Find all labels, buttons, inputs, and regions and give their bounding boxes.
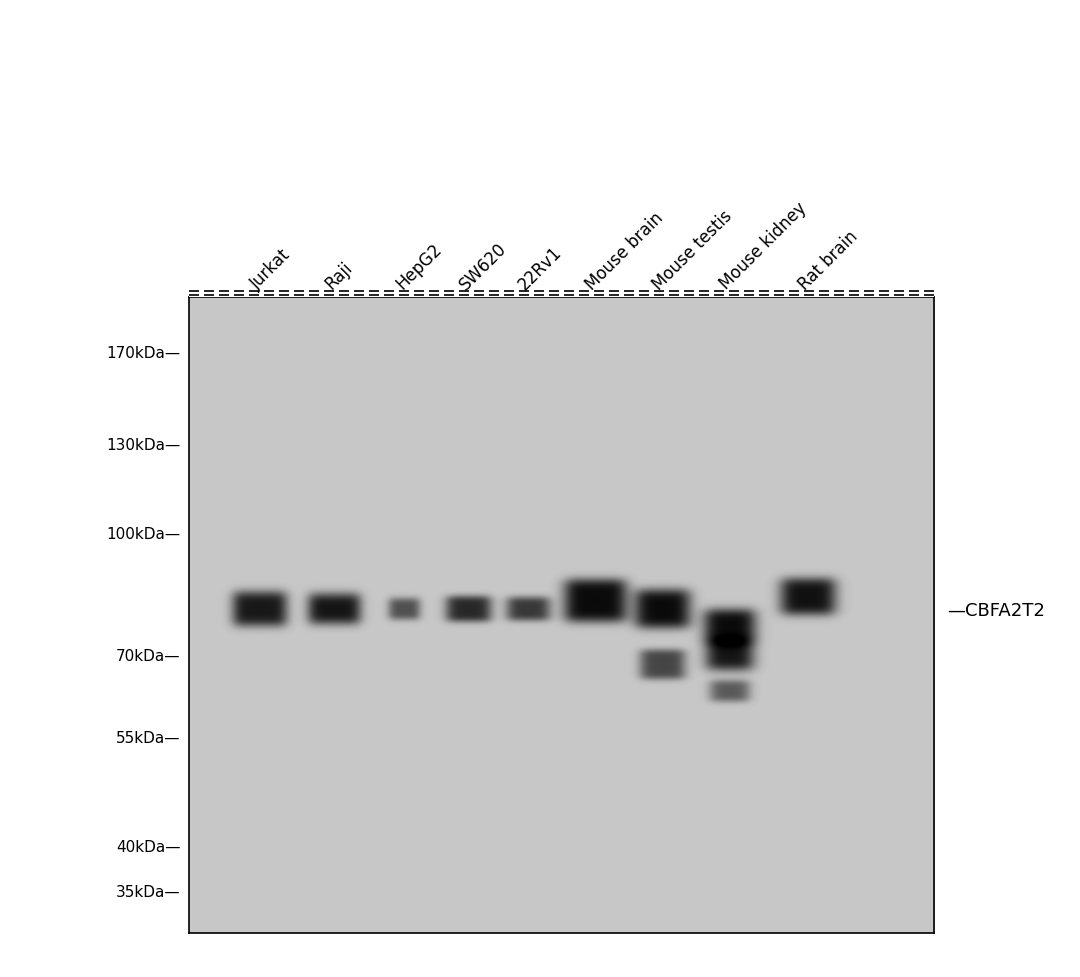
Text: Mouse brain: Mouse brain [582, 208, 667, 293]
Text: 100kDa—: 100kDa— [106, 527, 180, 541]
Text: 55kDa—: 55kDa— [116, 730, 180, 745]
Text: 35kDa—: 35kDa— [116, 884, 180, 899]
Text: Jurkat: Jurkat [247, 246, 294, 293]
Text: HepG2: HepG2 [392, 240, 445, 293]
Text: Mouse kidney: Mouse kidney [716, 199, 810, 293]
Text: 170kDa—: 170kDa— [106, 346, 180, 361]
Text: Raji: Raji [322, 259, 356, 293]
Text: 40kDa—: 40kDa— [116, 838, 180, 854]
Text: SW620: SW620 [456, 239, 510, 293]
Text: 22Rv1: 22Rv1 [515, 242, 566, 293]
Text: Mouse testis: Mouse testis [649, 206, 737, 293]
Text: —CBFA2T2: —CBFA2T2 [947, 601, 1045, 619]
Text: 70kDa—: 70kDa— [116, 648, 180, 663]
Text: Rat brain: Rat brain [795, 227, 861, 293]
Text: 130kDa—: 130kDa— [106, 437, 180, 452]
